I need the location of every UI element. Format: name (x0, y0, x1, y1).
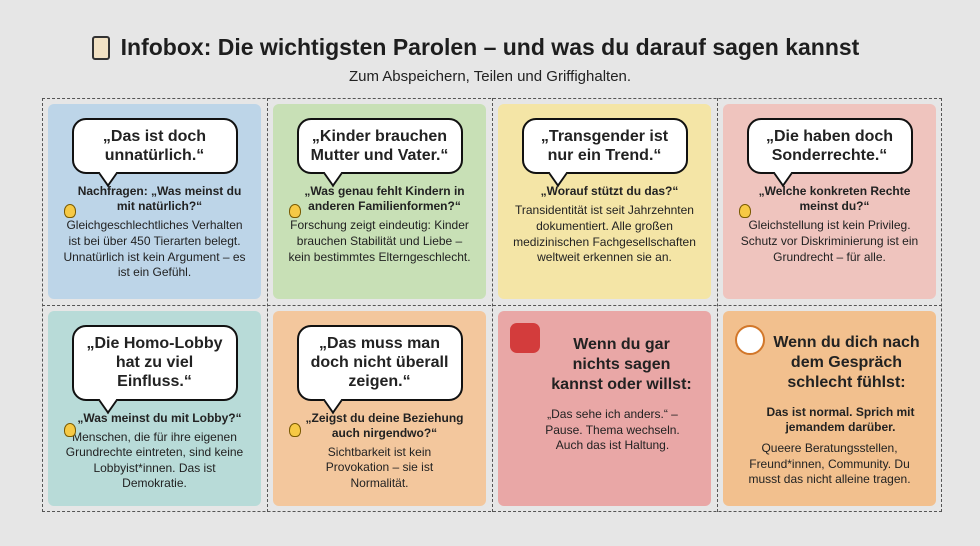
card: „Die haben doch Sonderrechte.“ „Welche k… (723, 104, 936, 299)
quote: „Das muss man doch nicht überall zeigen.… (296, 325, 463, 401)
card: „Kinder brauchen Mutter und Vater.“ „Was… (273, 104, 486, 299)
bulb-icon (64, 423, 76, 437)
answer: Transidentität ist seit Jahrzehnten doku… (513, 203, 696, 265)
card: Wenn du gar nichts sagen kannst oder wil… (498, 311, 711, 506)
prompt: „Welche konkreten Rechte meinst du?“ (758, 184, 911, 214)
prompt: „Was genau fehlt Kindern in anderen Fami… (304, 184, 465, 214)
prompt: „Worauf stützt du das?“ (540, 184, 679, 199)
heading: Wenn du dich nach dem Gespräch schlecht … (773, 334, 920, 391)
card: „Die Homo-Lobby hat zu viel Einfluss.“ „… (48, 311, 261, 506)
bulb-icon (289, 423, 301, 437)
card: „Das muss man doch nicht überall zeigen.… (273, 311, 486, 506)
stop-icon (510, 323, 540, 353)
quote: „Die Homo-Lobby hat zu viel Einfluss.“ (71, 325, 238, 401)
prompt: „Was meinst du mit Lobby?“ (77, 410, 242, 425)
answer: Gleichstellung ist kein Privileg. Schutz… (740, 218, 919, 264)
heading: Wenn du gar nichts sagen kannst oder wil… (551, 336, 692, 393)
answer: „Das sehe ich anders.“ – Pause. Thema we… (545, 407, 680, 453)
clipboard-icon (92, 36, 110, 60)
quote: „Die haben doch Sonderrechte.“ (746, 118, 913, 175)
bulb-icon (739, 204, 751, 218)
divider (42, 305, 942, 306)
question-icon (735, 325, 765, 355)
quote: „Transgender ist nur ein Trend.“ (521, 118, 688, 175)
subtitle: Zum Abspeichern, Teilen und Griffighalte… (348, 68, 632, 85)
prompt: „Zeigst du deine Beziehung auch nirgendw… (305, 410, 464, 440)
answer: Gleichgeschlechtliches Verhalten ist bei… (63, 218, 246, 280)
card: Wenn du dich nach dem Gespräch schlecht … (723, 311, 936, 506)
answer: Queere Beratungsstellen, Freund*innen, C… (748, 441, 911, 487)
card: „Transgender ist nur ein Trend.“ „Worauf… (498, 104, 711, 299)
title: Infobox: Die wichtigsten Parolen – und w… (120, 34, 860, 60)
prompt: Das ist normal. Sprich mit jemandem darü… (766, 405, 915, 434)
answer: Sichtbarkeit ist kein Provokation – sie … (325, 444, 434, 490)
prompt: Nachfragen: „Was meinst du mit natürlich… (77, 184, 242, 214)
answer: Forschung zeigt eindeutig: Kinder brauch… (288, 218, 471, 264)
bulb-icon (289, 204, 301, 218)
quote: „Kinder brauchen Mutter und Vater.“ (296, 118, 463, 175)
bulb-icon (64, 204, 76, 218)
card: „Das ist doch unnatürlich.“ Nachfragen: … (48, 104, 261, 299)
answer: Menschen, die für ihre eigenen Grundrech… (65, 429, 244, 491)
quote: „Das ist doch unnatürlich.“ (71, 118, 238, 175)
